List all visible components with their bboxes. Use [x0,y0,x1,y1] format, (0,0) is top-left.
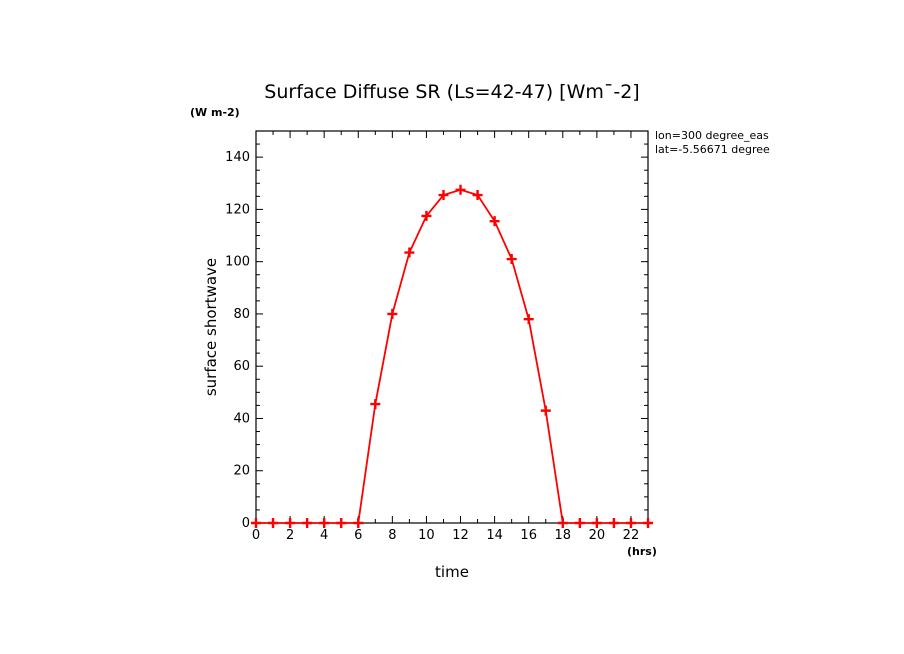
x-tick-label: 6 [354,528,362,543]
data-point [472,190,483,201]
plot-frame [255,130,649,524]
data-point [421,210,432,221]
info-lat: lat=-5.56671 degree [655,143,770,156]
x-tick-label: 22 [623,528,640,543]
info-lon: lon=300 degree_eas [655,129,769,142]
data-point [302,518,313,528]
y-tick-label: 40 [233,411,250,426]
chart-title: Surface Diffuse SR (Ls=42-47) [Wm¯-2] [264,81,639,103]
x-tick-label: 8 [388,528,396,543]
data-point [540,405,551,416]
data-point [574,518,585,528]
data-point [489,216,500,227]
y-tick-label: 80 [233,307,250,322]
x-tick-label: 12 [452,528,469,543]
data-point [268,518,279,528]
x-axis-label: time [435,563,469,581]
plot-area: 0 2 4 6 8 10 12 14 16 18 20 22 0 20 40 60 80 100 120 140 [225,130,653,543]
y-tick-label: 120 [225,202,250,217]
y-tick-label: 140 [225,150,250,165]
x-tick-label: 16 [520,528,537,543]
x-tick-label: 14 [486,528,503,543]
x-tick-label: 20 [589,528,606,543]
x-tick-label: 18 [555,528,572,543]
y-tick-label: 20 [233,464,250,479]
data-point [455,184,466,195]
series-line [256,188,648,524]
data-point [336,518,347,528]
x-tick-label: 2 [286,528,294,543]
y-tick-label: 100 [225,255,250,270]
y-tick-label: 60 [233,359,250,374]
y-tick-label: 0 [242,516,250,531]
y-units: (W m-2) [190,106,240,119]
data-point [557,518,568,528]
data-point [608,518,619,528]
data-point [506,254,517,265]
data-point [285,518,296,528]
x-tick-label: 10 [418,528,435,543]
x-tick-label: 0 [252,528,260,543]
data-point [387,308,398,319]
data-point [591,518,602,528]
data-point [353,518,364,528]
data-point [438,190,449,201]
data-point [251,518,261,528]
data-point [523,314,534,325]
data-point [404,247,415,258]
data-point [625,518,636,528]
data-point [319,518,330,528]
data-point [643,518,653,528]
y-axis-label: surface shortwave [202,258,220,396]
x-tick-label: 4 [320,528,328,543]
x-units: (hrs) [627,545,657,558]
data-point [370,399,381,410]
